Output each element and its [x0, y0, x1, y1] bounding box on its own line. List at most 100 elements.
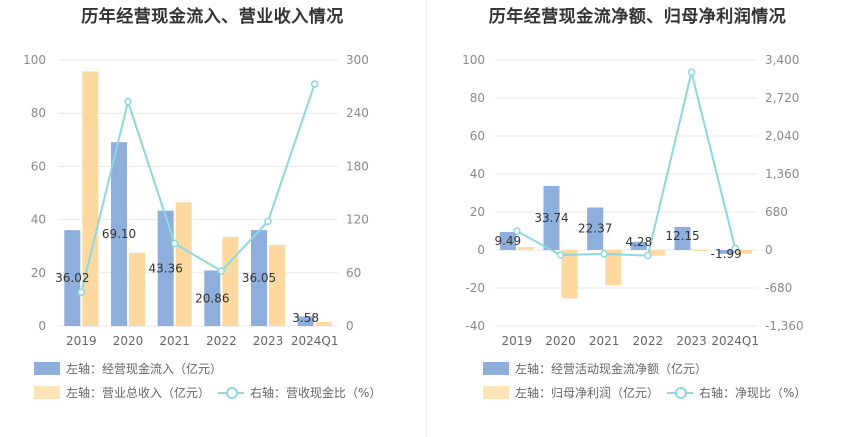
right-axis-tick-label: 1,360 [765, 167, 799, 181]
x-axis-tick-label: 2023 [676, 334, 707, 348]
x-axis-tick-label: 2019 [502, 334, 533, 348]
bar-secondary [269, 244, 285, 326]
left-axis-tick-label: 80 [31, 106, 46, 120]
line-point [513, 227, 521, 235]
data-label: 20.86 [195, 291, 229, 305]
panel-divider [426, 0, 427, 437]
line-point [687, 68, 696, 77]
bar-primary [718, 250, 735, 254]
ratio-line [516, 72, 737, 257]
line-point [310, 80, 319, 88]
bar-secondary [315, 322, 332, 326]
x-axis-tick-label: 2022 [206, 334, 237, 348]
legend-item-net-operating-cash[interactable]: 左轴：经营活动现金流净额（亿元） [483, 360, 707, 377]
legend-item-cash-revenue-ratio[interactable]: 右轴：营收现金比（%） [218, 384, 381, 401]
left-axis-tick-label: 0 [477, 243, 485, 257]
right-axis-tick-label: 0 [765, 243, 773, 257]
bar-secondary [692, 250, 709, 252]
chart-panel-net-cash-flow: 历年经营现金流净额、归母净利润情况 -40 -1,360 -20 -680 0 0 20 68… [425, 0, 850, 437]
bar-secondary [129, 252, 145, 326]
x-axis-tick-label: 2019 [66, 334, 97, 348]
left-axis-tick-label: 0 [38, 319, 46, 333]
bar-primary [587, 207, 604, 250]
chart-plot-net-cash-flow: -40 -1,360 -20 -680 0 0 20 680 40 1,360 60 2,040 80 2… [462, 53, 804, 348]
data-label: 36.02 [55, 271, 89, 285]
legend-item-net-cash-ratio[interactable]: 右轴：净现比（%） [667, 384, 806, 401]
legend-swatch-orange [483, 386, 509, 399]
right-axis-tick-label: 3,400 [765, 53, 799, 67]
legend-label: 左轴：归母净利润（亿元） [515, 386, 660, 400]
line-point [264, 217, 272, 226]
x-axis-tick-label: 2022 [633, 334, 664, 348]
chart-plot-cash-inflow: 0 0 20 60 40 120 60 180 80 240 100 300 2019 2020 2021 2… [23, 53, 369, 348]
data-label: 9.49 [494, 234, 521, 248]
line-point [124, 97, 132, 106]
left-axis-tick-label: 80 [470, 91, 485, 105]
ratio-line [80, 83, 316, 293]
legend-label: 左轴：经营活动现金流净额（亿元） [515, 362, 708, 376]
right-axis-tick-label: 0 [346, 319, 354, 333]
legend-item-revenue[interactable]: 左轴：营业总收入（亿元） [34, 384, 210, 401]
line-point [217, 267, 226, 275]
chart-title: 历年经营现金流入、营业收入情况 [81, 7, 344, 27]
bar-secondary [222, 236, 239, 326]
bar-primary [499, 231, 516, 250]
bar-secondary [517, 247, 534, 250]
bar-primary [630, 241, 647, 250]
chart-title: 历年经营现金流净额、归母净利润情况 [488, 7, 787, 27]
bar-primary [674, 226, 691, 250]
line-point [731, 244, 739, 253]
right-axis-tick-label: 2,720 [765, 91, 799, 105]
left-axis-tick-label: 60 [31, 159, 46, 173]
bar-primary [64, 230, 81, 326]
legend-item-cash-inflow[interactable]: 左轴：经营现金流入（亿元） [34, 360, 222, 377]
data-label: 12.15 [665, 229, 699, 243]
bar-secondary [648, 250, 665, 256]
left-axis-tick-label: 100 [23, 53, 46, 67]
legend-swatch-line [667, 386, 693, 399]
right-axis-tick-label: 180 [346, 159, 369, 173]
line-point [556, 251, 565, 259]
bar-primary [157, 210, 174, 326]
data-label: 3.58 [292, 311, 319, 325]
line-point [77, 288, 86, 297]
bar-secondary [561, 250, 578, 299]
legend-label: 右轴：营收现金比（%） [250, 386, 382, 400]
line-point [644, 251, 652, 260]
left-axis-tick-label: 100 [462, 53, 485, 67]
left-axis-tick-label: 20 [31, 266, 46, 280]
left-axis-tick-label: 20 [470, 205, 485, 219]
right-axis-tick-label: 680 [765, 205, 788, 219]
data-label: 22.37 [578, 222, 612, 236]
bar-primary [111, 142, 127, 326]
right-axis-tick-label: 300 [346, 53, 369, 67]
bar-secondary [736, 250, 753, 254]
chart-panel-cash-inflow: 历年经营现金流入、营业收入情况 0 0 20 60 40 120 60 180 80 240 100… [23, 7, 381, 401]
line-point [600, 250, 608, 258]
right-axis-tick-label: 2,040 [765, 129, 799, 143]
legend-label: 左轴：营业总收入（亿元） [66, 386, 211, 400]
left-axis-tick-label: -20 [465, 281, 485, 295]
bar-primary [251, 230, 267, 326]
data-label: 4.28 [625, 235, 652, 249]
bar-secondary [82, 71, 99, 326]
x-axis-tick-label: 2020 [113, 334, 144, 348]
legend-swatch-blue [34, 362, 60, 375]
x-axis-tick-label: 2023 [253, 334, 284, 348]
legend-swatch-orange [34, 386, 60, 399]
legend-swatch-line [218, 386, 244, 399]
right-axis-tick-label: 60 [346, 266, 361, 280]
x-axis-tick-label: 2020 [545, 334, 576, 348]
bar-primary [297, 316, 314, 326]
right-axis-tick-label: 120 [346, 213, 369, 227]
legend-swatch-blue [483, 362, 509, 375]
legend-item-net-profit[interactable]: 左轴：归母净利润（亿元） [483, 384, 659, 401]
legend-label: 左轴：经营现金流入（亿元） [66, 362, 223, 376]
right-axis-tick-label: 240 [346, 106, 369, 120]
x-axis-tick-label: 2021 [159, 334, 190, 348]
data-label: 33.74 [534, 211, 568, 225]
left-axis-tick-label: 40 [470, 167, 485, 181]
x-axis-tick-label: 2024Q1 [711, 334, 759, 348]
data-label: 69.10 [102, 227, 136, 241]
line-point [170, 239, 179, 248]
